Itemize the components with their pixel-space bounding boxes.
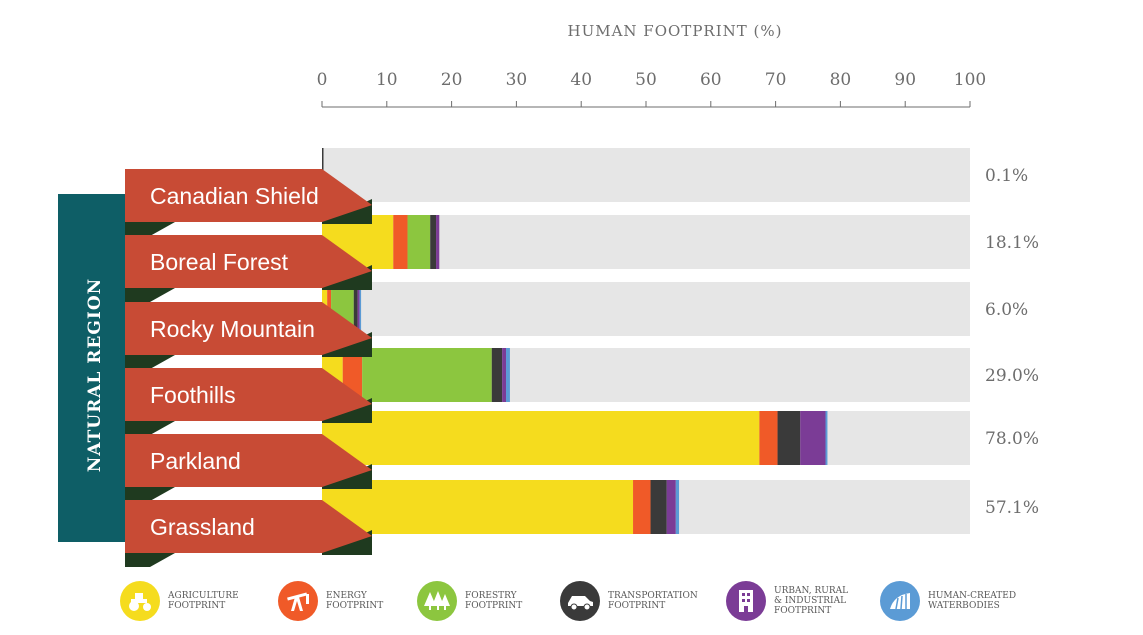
legend-item-waterbodies: HUMAN-CREATED WATERBODIES <box>880 576 1016 626</box>
region-label: Rocky Mountain <box>150 316 315 342</box>
car-icon <box>560 581 600 621</box>
tab-shadow <box>125 487 175 501</box>
tab-fold-flap <box>322 235 372 288</box>
x-tick-label: 100 <box>954 70 986 90</box>
tab-shadow <box>125 288 175 302</box>
bar-segment <box>430 215 437 269</box>
x-tick-label: 10 <box>376 70 398 90</box>
bar-total-label: 0.1% <box>985 166 1028 186</box>
bar-segment <box>800 411 826 465</box>
region-tab <box>125 368 322 421</box>
bar-segment <box>650 480 667 534</box>
bar-segment <box>666 480 676 534</box>
x-tick-label: 50 <box>635 70 657 90</box>
dam-icon <box>880 581 920 621</box>
x-tick-label: 90 <box>894 70 916 90</box>
side-tab-background <box>58 194 128 542</box>
bar-segment <box>675 480 680 534</box>
bar-total-label: 18.1% <box>985 233 1039 253</box>
bar-segment <box>357 282 360 336</box>
tab-flap-shadow <box>322 271 372 288</box>
legend-label: TRANSPORTATION FOOTPRINT <box>608 591 698 611</box>
bars: 0.1% 18.1% 6.0% 29.0% 78.0% 57.1% <box>322 148 1039 534</box>
legend-label: ENERGY FOOTPRINT <box>326 591 384 611</box>
legend-label: AGRICULTURE FOOTPRINT <box>168 591 239 611</box>
y-axis-title: NATURAL REGION <box>85 278 105 472</box>
tab-shadow <box>125 222 175 236</box>
tab-fold-flap <box>322 434 372 487</box>
tab-fold-flap <box>322 302 372 355</box>
tab-shadow <box>125 421 175 435</box>
legend-item-urban: URBAN, RURAL & INDUSTRIAL FOOTPRINT <box>726 576 848 626</box>
bar-segment <box>359 282 362 336</box>
bar-segment <box>322 411 760 465</box>
bar-segment <box>353 282 358 336</box>
bar-segment <box>393 215 408 269</box>
bar-track <box>322 282 970 336</box>
legend-item-agriculture: AGRICULTURE FOOTPRINT <box>120 576 239 626</box>
tab-fold-flap <box>322 500 372 553</box>
region-tab <box>125 434 322 487</box>
region-label: Parkland <box>150 448 241 474</box>
bar-segment <box>777 411 801 465</box>
tab-flap-shadow <box>322 470 372 487</box>
tab-flap-shadow <box>322 338 372 355</box>
region-tab <box>125 169 322 222</box>
tab-shadow <box>125 553 175 567</box>
bar-segment <box>633 480 651 534</box>
region-label: Canadian Shield <box>150 183 319 209</box>
region-tab <box>125 500 322 553</box>
tab-flap-shadow <box>322 404 372 421</box>
region-tab <box>125 302 322 355</box>
building-icon <box>726 581 766 621</box>
natural-region-side-tab: NATURAL REGION <box>58 194 128 542</box>
legend-label: HUMAN-CREATED WATERBODIES <box>928 591 1017 611</box>
x-axis-title: HUMAN FOOTPRINT (%) <box>568 22 783 40</box>
bar-total-label: 6.0% <box>985 300 1028 320</box>
legend-item-forestry: FORESTRY FOOTPRINT <box>417 576 522 626</box>
x-tick-label: 80 <box>830 70 852 90</box>
tab-fold-flap <box>322 368 372 421</box>
x-tick-label: 40 <box>570 70 592 90</box>
pumpjack-icon <box>278 581 318 621</box>
legend: AGRICULTURE FOOTPRINT ENERGY FOOTPRINT F… <box>120 576 1120 626</box>
region-label: Boreal Forest <box>150 249 289 275</box>
bar-total-label: 57.1% <box>985 498 1039 518</box>
legend-label: FORESTRY FOOTPRINT <box>465 591 523 611</box>
bar-segment <box>322 480 634 534</box>
tab-shadow <box>125 355 175 369</box>
x-axis: 0 10 20 30 40 50 60 70 80 90 100 <box>317 70 986 108</box>
tab-flap-shadow <box>322 536 372 553</box>
legend-item-energy: ENERGY FOOTPRINT <box>278 576 383 626</box>
x-tick-label: 60 <box>700 70 722 90</box>
x-tick-label: 70 <box>765 70 787 90</box>
legend-item-transportation: TRANSPORTATION FOOTPRINT <box>560 576 698 626</box>
tab-fold-flap <box>322 169 372 222</box>
bar-segment <box>407 215 431 269</box>
legend-label: URBAN, RURAL & INDUSTRIAL FOOTPRINT <box>774 586 849 616</box>
trees-icon <box>417 581 457 621</box>
region-tab <box>125 235 322 288</box>
bar-segment <box>759 411 778 465</box>
bar-track <box>322 148 970 202</box>
bar-total-label: 78.0% <box>985 429 1039 449</box>
bar-segment <box>506 348 510 402</box>
bar-total-label: 29.0% <box>985 366 1039 386</box>
x-tick-label: 30 <box>506 70 528 90</box>
tractor-icon <box>120 581 160 621</box>
bar-segment <box>436 215 440 269</box>
region-tabs: Canadian Shield Boreal Forest Rocky Mounta… <box>125 169 372 567</box>
bar-segment <box>502 348 507 402</box>
region-label: Grassland <box>150 514 255 540</box>
bar-segment <box>825 411 828 465</box>
bar-segment <box>362 348 492 402</box>
tab-flap-shadow <box>322 205 372 222</box>
x-tick-label: 20 <box>441 70 463 90</box>
x-tick-label: 0 <box>317 70 328 90</box>
bar-segment <box>491 348 503 402</box>
region-label: Foothills <box>150 382 236 408</box>
